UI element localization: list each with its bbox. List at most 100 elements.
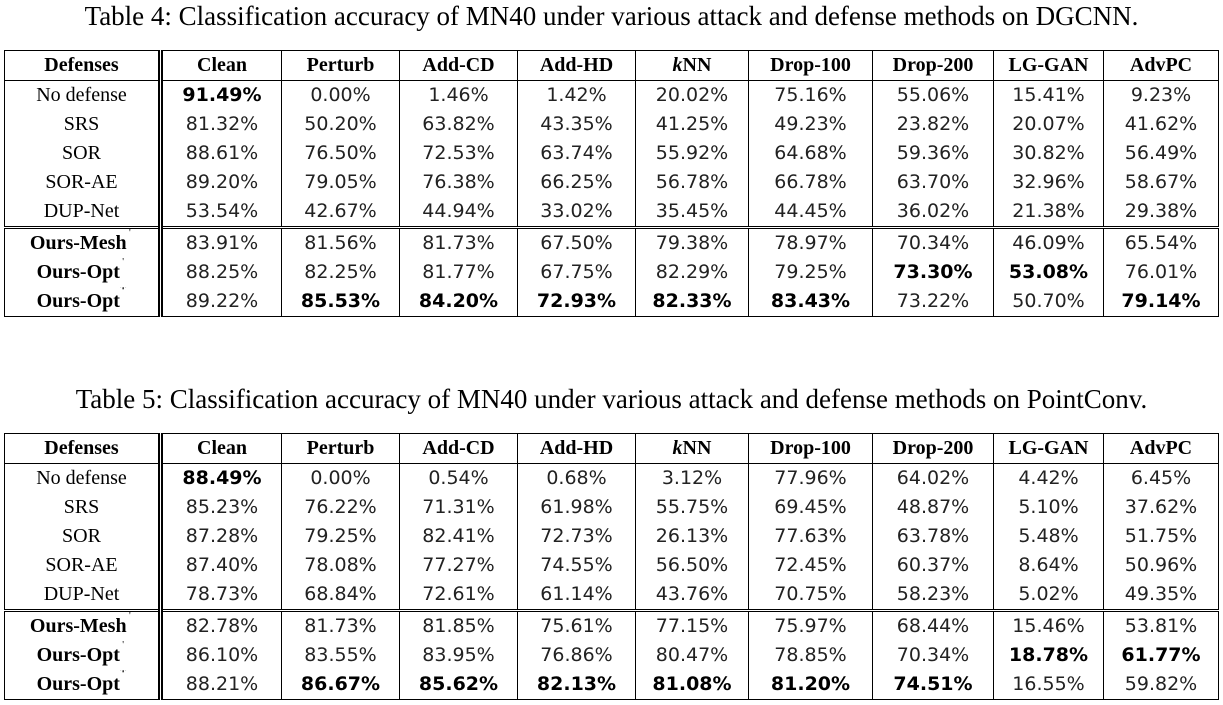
table-cell: 60.37% [872,551,994,580]
row-label: SOR [4,522,163,551]
table-cell: 1.42% [517,80,636,110]
row-label-text: No defense [36,84,127,106]
table-cell: 78.08% [281,551,400,580]
table-cell: 20.07% [993,110,1104,139]
row-label: SOR [4,139,163,168]
column-header-perturb: Perturb [281,50,400,81]
table-cell: 15.46% [993,609,1104,641]
table-cell: 64.02% [872,463,994,493]
table-cell: 53.08% [993,258,1104,287]
table-cell: 79.25% [748,258,873,287]
table-cell: 88.49% [160,463,282,493]
table-row: Ours-Opt‡89.22%85.53%84.20%72.93%82.33%8… [4,287,1219,317]
table-cell: 66.25% [517,168,636,197]
table-cell: 61.14% [517,580,636,611]
table-cell: 56.50% [635,551,749,580]
table-cell: 76.01% [1103,258,1219,287]
table-cell: 72.53% [399,139,518,168]
table-cell: 16.55% [993,670,1104,700]
table-row: Ours-Opt†86.10%83.55%83.95%76.86%80.47%7… [4,641,1219,670]
table-header-row: Defenses Clean Perturb Add-CD Add-HD kNN Drop-… [4,50,1219,81]
table-cell: 59.82% [1103,670,1219,700]
table-cell: 69.45% [748,493,873,522]
table-cell: 8.64% [993,551,1104,580]
table-cell: 44.94% [399,197,518,228]
table-cell: 82.29% [635,258,749,287]
table-cell: 29.38% [1103,197,1219,228]
row-label: No defense [4,463,163,493]
row-label: Ours-Opt‡ [4,287,163,317]
table-cell: 81.56% [281,226,400,258]
table-cell: 88.25% [160,258,282,287]
table-cell: 53.54% [160,197,282,228]
table-cell: 72.45% [748,551,873,580]
row-label: SOR-AE [4,551,163,580]
table-row: SOR-AE 89.20% 79.05% 76.38% 66.25% 56.78% 66.7… [4,168,1219,197]
column-header-advpc: AdvPC [1103,433,1219,464]
table-cell: 81.20% [748,670,873,700]
table-cell: 63.70% [872,168,994,197]
column-header-lg-gan: LG-GAN [993,433,1104,464]
row-label-text: SOR [62,142,101,164]
row-label: SOR-AE [4,168,163,197]
row-label: No defense [4,80,163,110]
table-cell: 81.85% [399,609,518,641]
table-cell: 72.61% [399,580,518,611]
table-cell: 63.78% [872,522,994,551]
table-cell: 83.55% [281,641,400,670]
table-row: DUP-Net 53.54% 42.67% 44.94% 33.02% 35.45% 44.… [4,197,1219,228]
row-label-text: Ours-Opt [36,644,120,666]
table-cell: 32.96% [993,168,1104,197]
table-row: No defense 91.49% 0.00% 1.46% 1.42% 20.02% 75.… [4,80,1219,110]
row-label-text: No defense [36,467,127,489]
table-cell: 75.97% [748,609,873,641]
table-cell: 72.73% [517,522,636,551]
table-cell: 81.73% [399,226,518,258]
table-cell: 71.31% [399,493,518,522]
table-cell: 78.85% [748,641,873,670]
table-cell: 86.67% [281,670,400,700]
table-row: No defense 88.49% 0.00% 0.54% 0.68% 3.12% 77.9… [4,463,1219,493]
table-cell: 79.25% [281,522,400,551]
table-cell: 55.92% [635,139,749,168]
table-cell: 35.45% [635,197,749,228]
row-label-text: SOR-AE [45,554,118,576]
table-row: DUP-Net 78.73% 68.84% 72.61% 61.14% 43.76% 70.… [4,580,1219,611]
table-cell: 64.68% [748,139,873,168]
table-cell: 50.70% [993,287,1104,317]
table-cell: 72.93% [517,287,636,317]
row-label: Ours-Mesh† [4,609,163,641]
column-header-lg-gan: LG-GAN [993,50,1104,81]
footnote-mark: † [120,258,127,262]
table-cell: 0.00% [281,80,400,110]
table-cell: 70.34% [872,226,994,258]
column-header-defenses: Defenses [4,50,163,81]
footnote-mark: ‡ [120,287,127,291]
table-cell: 6.45% [1103,463,1219,493]
table-cell: 43.76% [635,580,749,611]
table-cell: 91.49% [160,80,282,110]
table-cell: 48.87% [872,493,994,522]
footnote-mark: † [127,613,134,616]
table-cell: 68.44% [872,609,994,641]
table-row: Ours-Mesh†82.78%81.73%81.85%75.61%77.15%… [4,609,1219,641]
table-cell: 33.02% [517,197,636,228]
table-cell: 67.75% [517,258,636,287]
table-cell: 82.41% [399,522,518,551]
table-cell: 65.54% [1103,226,1219,258]
table-cell: 42.67% [281,197,400,228]
table-cell: 3.12% [635,463,749,493]
table-cell: 5.02% [993,580,1104,611]
table-4-caption: Table 4: Classification accuracy of MN40… [84,1,1139,31]
table-cell: 82.13% [517,670,636,700]
table-cell: 83.95% [399,641,518,670]
column-header-add-cd: Add-CD [399,433,518,464]
table-cell: 86.10% [160,641,282,670]
table-cell: 30.82% [993,139,1104,168]
table-cell: 9.23% [1103,80,1219,110]
table-cell: 83.91% [160,226,282,258]
table-row: Ours-Mesh†83.91%81.56%81.73%67.50%79.38%… [4,226,1219,258]
row-label-text: SOR [62,525,101,547]
table-row: SRS 81.32% 50.20% 63.82% 43.35% 41.25% 49.23% 2… [4,110,1219,139]
table-cell: 0.68% [517,463,636,493]
